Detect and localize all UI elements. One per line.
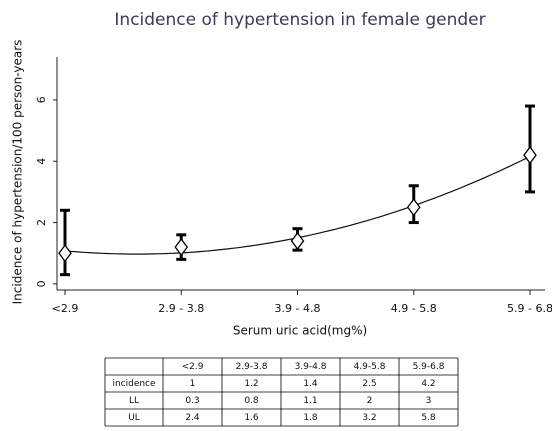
table-cell: 1.6 — [244, 413, 259, 423]
point — [174, 237, 189, 257]
x-tick-label: 4.9 - 5.8 — [391, 302, 437, 315]
x-tick-label: <2.9 — [52, 302, 79, 315]
table-cell: 2.5 — [362, 379, 376, 389]
y-tick-label: 2 — [35, 219, 48, 226]
table-cell: 1 — [190, 379, 196, 389]
x-tick-label: 3.9 - 4.8 — [275, 302, 321, 315]
y-tick-label: 6 — [35, 96, 48, 103]
y-axis-label: Incidence of hypertension/100 person-yea… — [11, 40, 25, 305]
table-cell: 3.2 — [362, 413, 376, 423]
table-cell: 2.4 — [185, 413, 200, 423]
table-row-label: UL — [128, 413, 140, 423]
table-cell: 4.2 — [421, 379, 435, 389]
chart-title: Incidence of hypertension in female gend… — [114, 10, 485, 30]
table-header: 4.9-5.8 — [354, 362, 386, 372]
point — [523, 146, 537, 165]
point — [290, 231, 305, 251]
point — [58, 244, 72, 263]
table-header: 5.9-6.8 — [413, 362, 445, 372]
table-cell: 1.8 — [303, 413, 318, 423]
point — [406, 198, 421, 217]
table-cell: 0.3 — [185, 396, 199, 406]
table-cell: 3 — [426, 396, 432, 406]
table-header: <2.9 — [182, 362, 204, 372]
table-cell: 0.8 — [244, 396, 259, 406]
x-axis-label: Serum uric acid(mg%) — [233, 324, 367, 338]
y-tick-label: 0 — [35, 280, 48, 287]
table-cell: 1.1 — [303, 396, 317, 406]
y-tick-label: 4 — [35, 158, 48, 165]
x-tick-label: 2.9 - 3.8 — [158, 302, 204, 315]
table-cell: 2 — [367, 396, 373, 406]
table-cell: 1.2 — [244, 379, 258, 389]
table-header: 3.9-4.8 — [295, 362, 327, 372]
table-row-label: incidence — [112, 379, 156, 389]
table-cell: 1.4 — [303, 379, 318, 389]
table-row-label: LL — [129, 396, 139, 406]
table-cell: 5.8 — [421, 413, 436, 423]
x-tick-label: 5.9 - 6.8 — [507, 302, 552, 315]
table-header: 2.9-3.8 — [236, 362, 268, 372]
